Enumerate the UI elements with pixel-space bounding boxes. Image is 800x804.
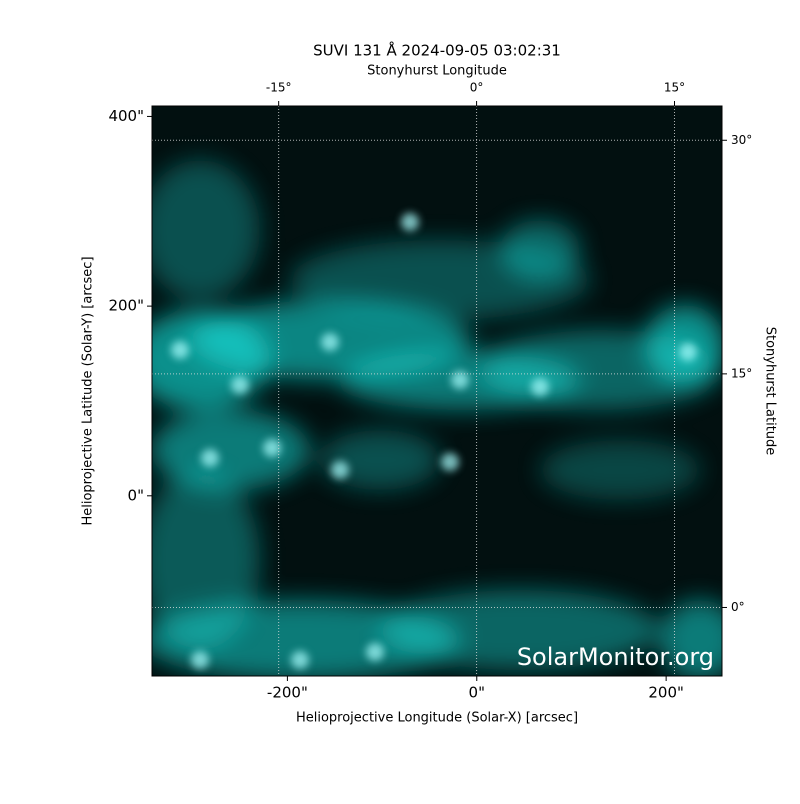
glow xyxy=(152,160,260,300)
y2-axis-label: Stonyhurst Latitude xyxy=(763,327,778,456)
glow xyxy=(660,600,722,676)
x-tick-label: -200" xyxy=(267,684,308,702)
bright-point xyxy=(263,439,281,457)
bright-point xyxy=(679,343,697,361)
glow xyxy=(380,590,660,670)
chart-title: SUVI 131 Å 2024-09-05 03:02:31 xyxy=(313,41,561,60)
bright-point xyxy=(366,643,384,661)
y-tick-label: 400" xyxy=(108,107,144,125)
bright-point xyxy=(231,376,249,394)
x2-tick-label: 0° xyxy=(470,81,484,95)
x2-tick-label: -15° xyxy=(266,81,292,95)
bright-point xyxy=(401,213,419,231)
y-tick-label: 200" xyxy=(108,297,144,315)
x2-axis-label: Stonyhurst Longitude xyxy=(367,64,507,79)
watermark: SolarMonitor.org xyxy=(517,643,714,671)
bright-point xyxy=(451,371,469,389)
bright-point xyxy=(321,333,339,351)
glow xyxy=(540,440,700,500)
plot-frame xyxy=(151,105,723,677)
bright-point xyxy=(441,453,459,471)
grid xyxy=(152,106,722,676)
x-axis-label: Helioprojective Longitude (Solar-X) [arc… xyxy=(296,711,578,726)
y2-tick-label: 15° xyxy=(731,366,752,380)
bright-point xyxy=(531,378,549,396)
glow xyxy=(152,470,260,650)
bright-point xyxy=(191,651,209,669)
glow xyxy=(320,430,440,490)
bright-point xyxy=(331,461,349,479)
x2-tick-label: 15° xyxy=(664,81,685,95)
bright-point xyxy=(171,341,189,359)
bright-points xyxy=(171,213,697,669)
x-tick-label: 0" xyxy=(469,684,485,702)
y-axis-label: Helioprojective Latitude (Solar-Y) [arcs… xyxy=(81,256,96,525)
y2-tick-label: 30° xyxy=(731,133,752,147)
glow xyxy=(500,220,580,280)
y-tick-label: 0" xyxy=(128,486,144,504)
glow xyxy=(152,310,270,410)
emission xyxy=(152,160,722,676)
solar-image: SolarMonitor.org xyxy=(152,106,722,676)
bright-point xyxy=(291,651,309,669)
y2-tick-label: 0° xyxy=(731,600,745,614)
glow xyxy=(152,410,310,490)
bright-point xyxy=(201,449,219,467)
x-tick-label: 200" xyxy=(648,684,684,702)
